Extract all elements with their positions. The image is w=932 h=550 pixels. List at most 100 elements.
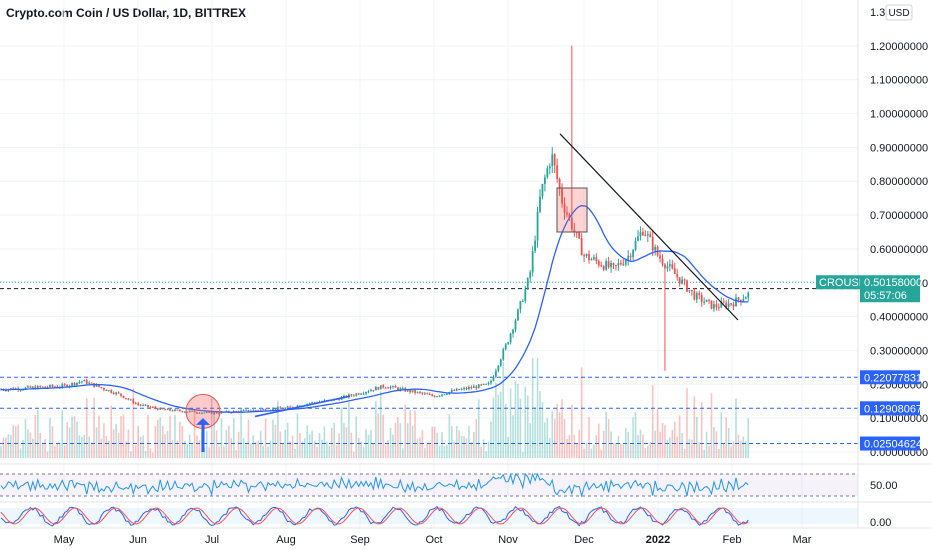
time-label: Jun: [129, 534, 147, 546]
volume-bar: [448, 414, 451, 458]
volume-bar: [453, 441, 456, 458]
annotations: [185, 133, 739, 452]
candle-body: [443, 394, 446, 396]
volume-bar: [134, 445, 137, 458]
candle-body: [705, 299, 708, 302]
volume-bar: [88, 436, 90, 458]
volume-bar: [110, 405, 113, 458]
time-label: Feb: [723, 534, 742, 546]
candle-body: [73, 382, 76, 386]
price-tick-label: 1.00000000: [870, 109, 928, 121]
level-tag-bg[interactable]: [860, 370, 920, 385]
volume-bar: [17, 424, 19, 458]
volume-bar: [419, 437, 421, 458]
candle-body: [558, 179, 561, 189]
volume-bar: [656, 408, 659, 458]
volume-bar: [259, 430, 262, 458]
candle-body: [257, 410, 260, 412]
candle-body: [247, 409, 250, 412]
volume-bar: [566, 439, 568, 458]
candle-body: [698, 293, 701, 296]
volume-bar: [455, 425, 458, 458]
candle-body: [27, 386, 29, 388]
currency-box[interactable]: [885, 4, 913, 21]
volume-bar: [451, 425, 453, 458]
volume-bar: [529, 423, 531, 458]
volume-bar: [348, 402, 350, 458]
candle-body: [504, 344, 507, 350]
candle-body: [66, 384, 69, 387]
candle-body: [259, 409, 262, 411]
volume-bar: [458, 430, 460, 458]
candle-body: [722, 301, 725, 303]
volume-bar: [159, 417, 162, 458]
volume-bar: [144, 450, 147, 458]
candle-body: [524, 289, 527, 302]
volume-bar: [585, 443, 588, 458]
candle-body: [421, 392, 424, 394]
volume-bar: [27, 429, 29, 458]
candle-body: [272, 408, 274, 411]
candle-body: [164, 409, 167, 411]
volume-bar: [264, 418, 267, 458]
candle-body: [710, 300, 713, 309]
candle-body: [352, 395, 355, 397]
highlight-box[interactable]: [556, 187, 588, 233]
candle-body: [63, 384, 66, 386]
candle-body: [169, 408, 171, 411]
candle-body: [713, 304, 715, 309]
candle-body: [409, 389, 412, 393]
volume-bar: [681, 433, 683, 458]
volume-bar: [539, 391, 541, 458]
downtrend-line[interactable]: [559, 133, 739, 321]
candle-body: [122, 395, 125, 398]
volume-bar: [296, 413, 299, 458]
volume-bar: [330, 427, 333, 458]
candle-body: [509, 333, 512, 343]
symbol-tag-bg[interactable]: [816, 275, 860, 290]
volume-bar: [59, 442, 61, 458]
candle-body: [642, 232, 644, 236]
support-trendline[interactable]: [254, 395, 351, 418]
volume-bar: [313, 440, 316, 458]
candle-body: [744, 297, 747, 300]
price-tag-bg[interactable]: [860, 275, 920, 303]
volume-bar: [475, 419, 478, 458]
candle-body: [147, 404, 149, 407]
volume-bar: [742, 436, 745, 458]
candle-body: [578, 232, 581, 239]
candle-body: [281, 408, 284, 410]
volume-bar: [602, 430, 605, 458]
candle-body: [289, 406, 291, 408]
volume-bar: [595, 435, 598, 458]
chart-title: Crypto.com Coin / US Dollar, 1D, BITTREX: [6, 6, 247, 20]
level-tag-bg[interactable]: [860, 401, 920, 416]
candle-body: [382, 385, 385, 388]
candle-body: [139, 404, 142, 406]
time-label: Jul: [205, 534, 219, 546]
volume-bar: [718, 449, 720, 458]
candle-body: [286, 406, 289, 408]
volume-bar: [76, 421, 78, 458]
volume-bar: [421, 430, 424, 458]
candle-body: [583, 255, 585, 257]
volume-bar: [465, 438, 468, 458]
candle-body: [95, 384, 98, 387]
candle-body: [661, 258, 664, 265]
currency-label: USD: [888, 8, 909, 19]
volume-bar: [507, 437, 509, 458]
level-tag-bg[interactable]: [860, 436, 920, 451]
candle-body: [103, 387, 105, 390]
volume-bar: [108, 440, 110, 458]
rsi-pane: 50.00: [0, 472, 898, 498]
candle-body: [235, 411, 238, 413]
candle-body: [105, 389, 108, 391]
candle-body: [622, 264, 625, 266]
candle-body: [360, 393, 363, 395]
volume-bar: [463, 436, 465, 458]
volume-bar: [240, 412, 242, 458]
time-label: Sep: [350, 534, 370, 546]
symbol-tag-label: CROUSD: [819, 277, 867, 289]
candle-body: [127, 398, 130, 400]
